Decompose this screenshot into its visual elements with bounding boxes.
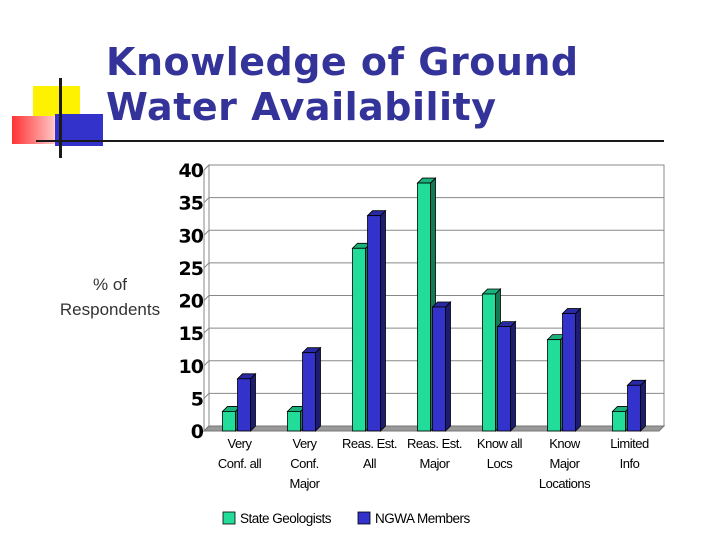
bar-ngwa-members — [236, 372, 257, 432]
bar-side-face — [250, 372, 256, 432]
bar-front-face — [497, 326, 511, 432]
bar-ngwa-members — [561, 307, 582, 432]
bar-side-face — [315, 346, 321, 432]
y-axis-label-line-1: % of — [92, 275, 128, 294]
bar-front-face — [367, 215, 381, 432]
bar-front-face — [417, 182, 431, 432]
x-category-label: Major — [549, 456, 580, 471]
legend-label: State Geologists — [240, 511, 332, 526]
bar-side-face — [640, 379, 646, 432]
y-tick-label: 15 — [179, 323, 203, 345]
gridline-side — [203, 295, 210, 301]
x-category-label: Very — [227, 436, 252, 451]
bar-front-face — [627, 384, 641, 432]
bar-front-face — [562, 313, 576, 432]
x-category-label: Very — [292, 436, 317, 451]
gridline-side — [203, 393, 210, 399]
gridline-side — [203, 360, 210, 367]
x-category-label: Info — [620, 456, 640, 471]
y-tick-label: 20 — [179, 291, 204, 313]
slide-title: Knowledge of Ground Water Availability — [106, 40, 579, 130]
y-tick-label: 10 — [179, 356, 204, 378]
y-tick-label: 30 — [179, 225, 204, 247]
x-category-label: Major — [289, 476, 320, 491]
y-tick-label: 40 — [179, 160, 204, 182]
x-category-label: Know — [549, 436, 581, 451]
gridline-side — [203, 229, 210, 236]
y-tick-label: 5 — [191, 388, 203, 410]
slide-title-line-1: Knowledge of Ground — [106, 40, 579, 84]
bar-front-face — [482, 293, 496, 432]
bar-front-face — [237, 378, 251, 432]
x-category-label: Reas. Est. — [342, 436, 397, 451]
bar-ngwa-members — [496, 320, 517, 432]
title-underline — [36, 140, 664, 142]
x-category-label: Limited — [610, 436, 649, 451]
bar-side-face — [380, 209, 386, 432]
gridline-side — [203, 262, 210, 269]
bar-front-face — [432, 306, 446, 432]
y-tick-label: 0 — [191, 421, 204, 443]
decorative-vertical-line — [59, 78, 62, 158]
x-category-label: Locs — [487, 456, 513, 471]
gridline-side — [203, 327, 210, 334]
bar-side-face — [510, 320, 516, 432]
x-category-label: Conf. all — [218, 456, 262, 471]
x-category-label: Know all — [477, 436, 523, 451]
bar-ngwa-members — [366, 209, 387, 432]
bar-front-face — [612, 411, 626, 432]
y-tick-label: 35 — [179, 193, 203, 215]
x-category-label: Conf. — [290, 456, 319, 471]
bar-front-face — [287, 411, 301, 432]
legend-label: NGWA Members — [375, 511, 471, 526]
bar-side-face — [575, 307, 581, 432]
bar-ngwa-members — [431, 301, 452, 432]
bar-front-face — [352, 247, 366, 432]
bar-front-face — [547, 339, 561, 432]
bar-ngwa-members — [626, 379, 647, 432]
gridline-side — [203, 164, 210, 171]
x-category-label: All — [363, 456, 377, 471]
gridline-side — [203, 197, 210, 203]
bar-front-face — [302, 352, 316, 432]
x-category-label: Reas. Est. — [407, 436, 462, 451]
y-axis-label: % of Respondents — [40, 272, 180, 322]
bar-side-face — [445, 301, 451, 432]
bar-front-face — [222, 411, 236, 432]
bar-ngwa-members — [301, 346, 322, 432]
legend-swatch — [222, 511, 236, 525]
x-category-label: Locations — [539, 476, 591, 491]
x-category-label: Major — [419, 456, 450, 471]
decorative-red-gradient-bar — [12, 116, 62, 144]
y-tick-label: 25 — [179, 258, 203, 280]
slide-title-line-2: Water Availability — [106, 85, 497, 129]
y-axis-label-line-2: Respondents — [59, 300, 161, 319]
legend-swatch — [357, 511, 371, 525]
